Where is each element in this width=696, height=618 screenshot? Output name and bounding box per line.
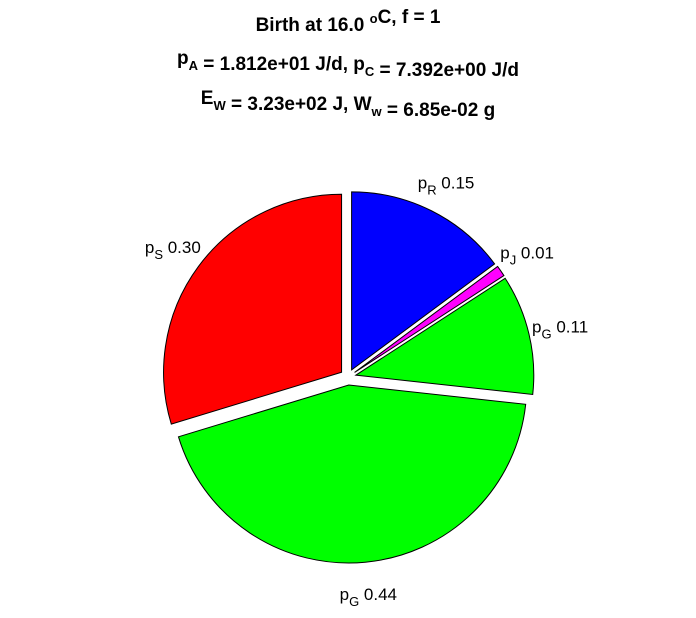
slice-label-3: pG 0.11 xyxy=(532,318,588,342)
slice-label-1: pR 0.15 xyxy=(418,173,475,197)
pie-slice-pg-3 xyxy=(354,277,535,396)
slice-labels: pR 0.15 pJ 0.01 pG 0.11 pG 0.44 pS 0.30 xyxy=(145,173,588,609)
chart-title: Birth at 16.0 oC, f = 1 pA = 1.812e+01 J/… xyxy=(177,7,519,121)
pie-slice-pj-2 xyxy=(354,265,505,373)
slice-label-5: pS 0.30 xyxy=(145,238,201,262)
pie-slice-pg-4 xyxy=(177,384,527,564)
chart-title-line-1: Birth at 16.0 oC, f = 1 xyxy=(256,7,441,36)
pie-slice-pr-1 xyxy=(351,191,496,371)
pie-slices xyxy=(163,191,535,564)
slice-label-2: pJ 0.01 xyxy=(500,244,554,268)
pie-slice-ps-5 xyxy=(163,193,343,425)
slice-label-4: pG 0.44 xyxy=(340,585,397,609)
chart-title-line-2: pA = 1.812e+01 J/d, pC = 7.392e+00 J/d xyxy=(177,48,519,81)
chart-title-line-3: EW = 3.23e+02 J, Ww = 6.85e-02 g xyxy=(201,88,495,121)
